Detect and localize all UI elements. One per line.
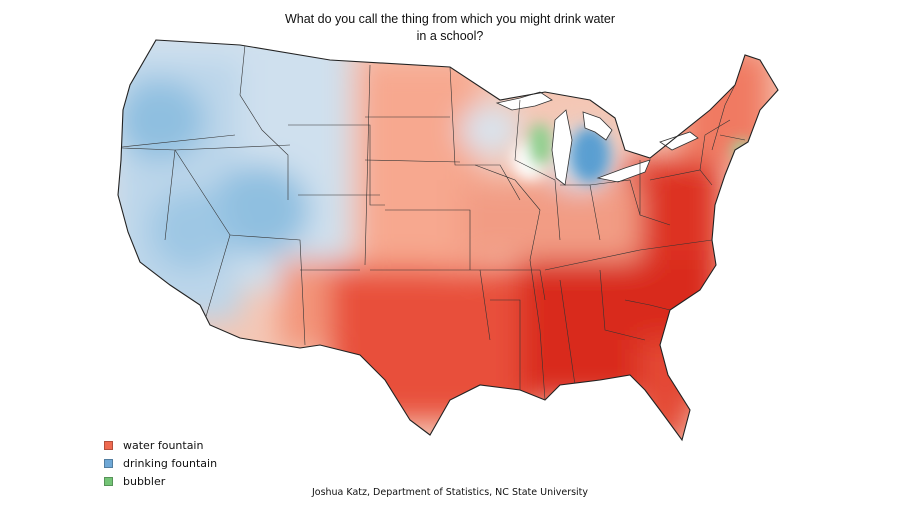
region-wisconsin-bubbler [528, 123, 552, 167]
map-title-line-1: What do you call the thing from which yo… [284, 12, 615, 26]
legend-item-drinking-fountain: drinking fountain [104, 454, 217, 472]
map-title: What do you call the thing from which yo… [250, 11, 650, 45]
credit-text: Joshua Katz, Department of Statistics, N… [311, 487, 589, 498]
legend-item-water-fountain: water fountain [104, 436, 217, 454]
legend-label: drinking fountain [123, 456, 218, 470]
region-south-water-fountain [330, 270, 530, 420]
region-michigan-drinking-fountain [570, 127, 610, 183]
legend-swatch [104, 440, 113, 450]
great-lakes [495, 91, 699, 186]
legend-swatch [104, 476, 113, 486]
legend-label: bubbler [123, 474, 166, 488]
legend-label: water fountain [123, 438, 204, 452]
state-borders [121, 44, 746, 401]
legend: water fountain drinking fountain bubbler [104, 436, 217, 490]
legend-swatch [104, 458, 113, 468]
map-title-line-2: in a school? [416, 29, 484, 43]
legend-item-bubbler: bubbler [104, 472, 217, 490]
